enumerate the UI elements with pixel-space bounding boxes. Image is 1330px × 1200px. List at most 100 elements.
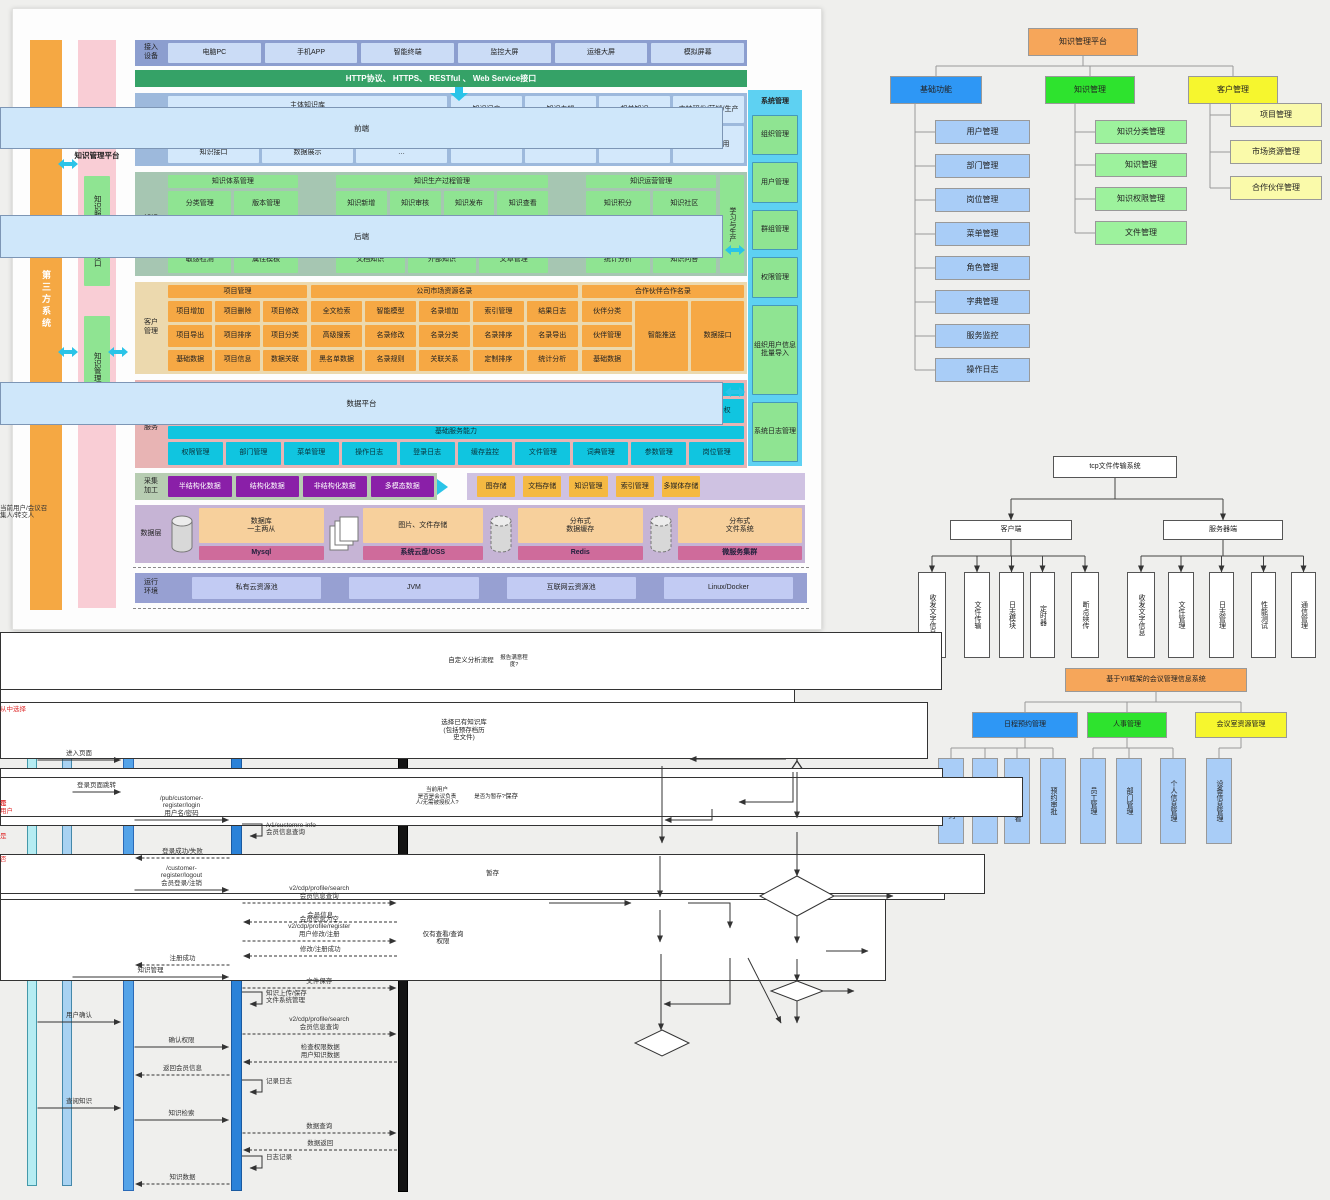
arch-item: 版本管理 bbox=[234, 191, 298, 217]
org_tree-node: 服务监控 bbox=[935, 324, 1030, 348]
arch-item: 关联关系 bbox=[418, 349, 470, 371]
arch-item: 名录增加 bbox=[418, 301, 470, 323]
org_tree-node: 客户管理 bbox=[1188, 76, 1278, 104]
knowledge-row: 知识积分 知识社区 bbox=[586, 191, 717, 217]
12: 保存 bbox=[0, 777, 1023, 817]
customer-group-header-row: 公司市场资源名录 bbox=[311, 285, 578, 298]
arch-item: 文件管理 bbox=[515, 441, 571, 465]
arch-item: 项目修改 bbox=[262, 301, 308, 323]
arch-item: 项目导出 bbox=[168, 325, 213, 347]
tcp_tree-node: 客户端 bbox=[950, 520, 1072, 540]
knowledge-group-header-row: 知识体系管理 bbox=[168, 175, 298, 188]
layer-label: 运行 环境 bbox=[144, 579, 158, 595]
arch-item: 名录修改 bbox=[365, 325, 416, 347]
arch-item: 文档存储 bbox=[523, 476, 562, 497]
access-device-layer: 接入 设备 电脑PC 手机APP 智能终端 监控大屏 运维大屏 模拟屏幕 bbox=[135, 40, 747, 66]
database-cylinder-icon bbox=[490, 515, 512, 553]
data-store-name: Mysql bbox=[199, 546, 324, 560]
database-cylinder-icon bbox=[171, 515, 193, 553]
arch-item: 知识查看 bbox=[497, 191, 549, 217]
org_tree-node: 文件管理 bbox=[1095, 221, 1187, 245]
arch-item: 私有云资源池 bbox=[192, 577, 322, 599]
data-store-name: 系统云盘/OSS bbox=[362, 546, 483, 560]
tcp_tree-node: 通信管理 bbox=[1291, 572, 1316, 658]
dashed-separator bbox=[133, 567, 809, 569]
arch-item: 数据关联 bbox=[262, 349, 308, 371]
system-mgmt-item: 组织管理 bbox=[752, 115, 798, 156]
base-header2-row: 基础服务能力 bbox=[168, 425, 744, 439]
flow-decision-diamond bbox=[633, 1029, 691, 1057]
30: 报告满意程 度? bbox=[500, 655, 528, 668]
arch-item: 统计分析 bbox=[526, 349, 578, 371]
arch-item: 图存储 bbox=[477, 476, 516, 497]
flow-decision-diamond bbox=[769, 980, 825, 1002]
arch-item: 结构化数据 bbox=[235, 476, 299, 497]
12: 自定义分析流程 bbox=[0, 632, 942, 690]
element: /v1/customre-info 会员信息查询 bbox=[266, 822, 316, 837]
arch-item: 索引管理 bbox=[472, 301, 524, 323]
data-store-type: 图片、文件存储 bbox=[362, 508, 483, 543]
database-cylinder-icon bbox=[647, 508, 675, 560]
arch-item: 结果日志 bbox=[526, 301, 578, 323]
org_tree-node: 项目管理 bbox=[1230, 103, 1322, 127]
arch-item: Linux/Docker bbox=[663, 577, 793, 599]
element: 修改/注册成功 bbox=[299, 945, 341, 953]
arch-item: 菜单管理 bbox=[283, 441, 339, 465]
element: 检查权限数据 用户知识数据 bbox=[300, 1044, 340, 1059]
arch-item: 非结构化数据 bbox=[303, 476, 367, 497]
data-store-name: 微服务集群 bbox=[677, 546, 802, 560]
arch-item: 半结构化数据 bbox=[168, 476, 232, 497]
system-mgmt-item: 群组管理 bbox=[752, 209, 798, 251]
element: 文件保存 bbox=[306, 977, 333, 985]
knowledge-group-header-row: 知识运营管理 bbox=[586, 175, 716, 188]
org_tree-node: 部门管理 bbox=[935, 154, 1030, 178]
yii_tree-node: 设备信息管理 bbox=[1206, 758, 1232, 844]
customer-row: 高级搜索 名录修改 名录分类 名录排序 名录导出 bbox=[311, 325, 578, 347]
element: v2/cdp/profile/search 会员信息查询 bbox=[289, 885, 350, 900]
arch-header: 基础服务能力 bbox=[168, 425, 744, 439]
arch-header: 知识运营管理 bbox=[586, 175, 716, 188]
org_tree-node: 基础功能 bbox=[890, 76, 982, 104]
arch-item: 智能模型 bbox=[365, 301, 416, 323]
arch-item: 名录导出 bbox=[526, 325, 578, 347]
arch-item: 知识社区 bbox=[652, 191, 717, 217]
arch-header: 知识体系管理 bbox=[168, 175, 298, 188]
partner-row: 伙伴分类 伙伴管理 基础数据 智能推送 数据接口 bbox=[581, 301, 745, 371]
org_tree-node: 知识分类管理 bbox=[1095, 120, 1187, 144]
9: 否 bbox=[0, 856, 7, 863]
dashed-separator bbox=[133, 608, 809, 610]
element: 知识检索 bbox=[168, 1109, 195, 1117]
arch-item: 权限管理 bbox=[168, 441, 223, 465]
customer-row: 项目增加 项目删除 项目修改 bbox=[168, 301, 308, 323]
9: 否 bbox=[0, 800, 7, 807]
arch-item: 知识审核 bbox=[389, 191, 441, 217]
customer-row: 黑名单数据 名录规则 关联关系 定制排序 统计分析 bbox=[311, 349, 578, 371]
data-store-labels: 数据库 一主两从 Mysql bbox=[199, 508, 324, 560]
arch-item: 电脑PC bbox=[168, 43, 261, 63]
collect-right: 图存储 文档存储 知识管理 索引管理 多媒体存储 bbox=[467, 473, 805, 500]
org_tree-node: 用户管理 bbox=[935, 120, 1030, 144]
arch-item: 登录日志 bbox=[399, 441, 455, 465]
element: 进入页面 bbox=[66, 749, 92, 757]
tcp_tree-node: 日志模块 bbox=[999, 572, 1024, 658]
tcp_tree-node: 文件管理 bbox=[1168, 572, 1194, 658]
data-store-type: 分布式 文件系统 bbox=[677, 508, 802, 543]
arch-item: 黑名单数据 bbox=[311, 349, 363, 371]
arch-item: 名录规则 bbox=[365, 349, 416, 371]
base-row: 权限管理 部门管理 菜单管理 操作日志 登录日志 缓存监控 文件管理 词典管理 参数管理 岗位管理 bbox=[168, 441, 745, 465]
yii_tree-node: 人事管理 bbox=[1087, 712, 1167, 738]
self-message-line bbox=[242, 991, 263, 1007]
arch-item: 缓存监控 bbox=[457, 441, 513, 465]
tcp_tree-node: tcp文件传输系统 bbox=[1053, 456, 1177, 478]
protocol-bar: HTTP协议、 HTTPS、 RESTful 、 Web Service接口 bbox=[135, 70, 747, 87]
24: 是否为暂存? bbox=[474, 793, 505, 800]
knowledge-row: 知识新增 知识审核 知识发布 知识查看 bbox=[335, 191, 549, 217]
element: 确认权限 bbox=[168, 1036, 195, 1044]
arch-item: 项目增加 bbox=[168, 301, 213, 323]
data-store-labels: 分布式 文件系统微服务集群 bbox=[677, 508, 802, 560]
customer-row: 全文检索 智能模型 名录增加 索引管理 结果日志 bbox=[311, 301, 578, 323]
15: 前端 bbox=[0, 107, 723, 149]
element: 知识管理 bbox=[137, 966, 164, 974]
arch-item: 智能推送 bbox=[635, 301, 689, 371]
